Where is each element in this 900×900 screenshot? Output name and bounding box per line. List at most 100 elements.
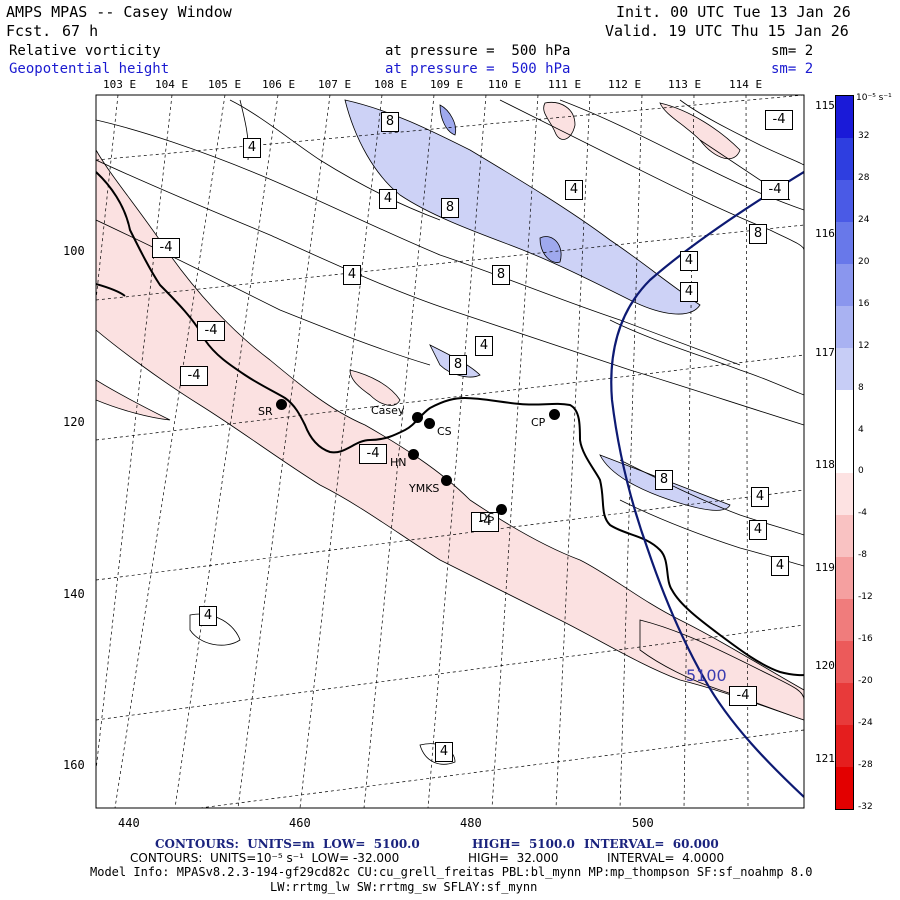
colorbar-label: 32 (858, 130, 870, 141)
colorbar-segment (836, 263, 853, 306)
station-label-casey: Casey (371, 404, 405, 417)
contour-label: 4 (680, 282, 698, 302)
lon-label: 103 E (103, 78, 137, 91)
colorbar-segment (836, 557, 853, 600)
colorbar-label: -20 (858, 676, 873, 687)
plot-title: AMPS MPAS -- Casey Window (6, 3, 232, 21)
forecast-label: Fcst. (6, 22, 52, 40)
colorbar-label: 20 (858, 256, 870, 267)
station-label-hn: HN (390, 456, 407, 469)
contour-label: 4 (475, 336, 493, 356)
x-tick: 480 (460, 816, 482, 830)
latitude-lines (96, 95, 804, 808)
colorbar-label: 12 (858, 340, 870, 351)
colorbar-label: 28 (858, 172, 870, 183)
contour-label: -4 (765, 110, 793, 130)
coastline (96, 171, 804, 677)
contour-label: 4 (199, 606, 217, 626)
colorbar-label: 8 (858, 382, 864, 393)
y-tick: 160 (63, 758, 85, 772)
colorbar-segment (836, 347, 853, 390)
height-contour-high: HIGH= 5100.0 (472, 837, 575, 851)
station-label-ds: DS (479, 511, 495, 524)
contour-label: 4 (751, 487, 769, 507)
colorbar-segment (836, 389, 853, 432)
contour-label: 4 (379, 189, 397, 209)
station-label-ymks: YMKS (409, 482, 440, 495)
height-contour-label: 5100 (686, 666, 727, 685)
colorbar-segment (836, 221, 853, 264)
lon-label: 107 E (318, 78, 352, 91)
contour-label: 4 (680, 251, 698, 271)
x-tick: 500 (632, 816, 654, 830)
lon-label: 106 E (262, 78, 296, 91)
colorbar-label: -24 (858, 718, 873, 729)
colorbar-label: -32 (858, 802, 873, 812)
negative-vorticity-shading (96, 101, 804, 721)
contour-label: 4 (565, 180, 583, 200)
contour-label: -4 (471, 512, 499, 532)
colorbar-segment (836, 767, 853, 809)
colorbar-segment (836, 96, 853, 138)
model-info-physics: LW:rrtmg_lw SW:rrtmg_sw SFLAY:sf_mynn (270, 880, 538, 894)
contour-label: 8 (441, 198, 459, 218)
colorbar-label: -16 (858, 634, 873, 645)
lon-label: 104 E (155, 78, 189, 91)
contour-label: -4 (359, 444, 387, 464)
forecast-hour: 67 h (62, 22, 99, 40)
lon-label: 109 E (430, 78, 464, 91)
lon-label: 105 E (208, 78, 242, 91)
colorbar-segment (836, 599, 853, 642)
contour-label: -4 (152, 238, 180, 258)
model-info: Model Info: MPASv8.2.3-194-gf29cd82c CU:… (90, 865, 813, 879)
colorbar-label: -12 (858, 592, 873, 603)
colorbar-segment (836, 515, 853, 558)
colorbar-unit: 10⁻⁵ s⁻¹ (856, 93, 892, 103)
colorbar-label: 24 (858, 214, 870, 225)
lon-label: 112 E (608, 78, 642, 91)
colorbar-segment (836, 179, 853, 222)
contour-label: 4 (749, 520, 767, 540)
contour-label: 4 (343, 265, 361, 285)
field1-level: at pressure = 500 hPa (385, 43, 571, 59)
station-dot-cs[interactable] (424, 418, 435, 429)
vorticity-contours (96, 99, 804, 765)
field2-smoothing: sm= 2 (771, 61, 814, 77)
longitude-lines (96, 95, 749, 808)
field2-name: Geopotential height (9, 61, 170, 77)
map-plot-area (96, 95, 804, 808)
map-frame (95, 94, 805, 809)
contour-label: 4 (435, 742, 453, 762)
station-dot-sr[interactable] (276, 399, 287, 410)
colorbar-segment (836, 431, 853, 474)
colorbar-segment (836, 641, 853, 684)
field1-name: Relative vorticity (9, 43, 161, 59)
field1-smoothing: sm= 2 (771, 43, 814, 59)
colorbar-label: -8 (858, 550, 867, 561)
colorbar-segment (836, 473, 853, 516)
valid-time: Valid. 19 UTC Thu 15 Jan 26 (605, 22, 849, 40)
contour-label: -4 (180, 366, 208, 386)
height-contour-5100 (610, 171, 804, 798)
field2-level: at pressure = 500 hPa (385, 61, 571, 77)
y-tick: 120 (63, 415, 85, 429)
lon-label: 114 E (729, 78, 763, 91)
colorbar-segment (836, 137, 853, 180)
contour-label: 8 (381, 112, 399, 132)
height-contour-interval: INTERVAL= 60.000 (584, 837, 719, 851)
station-dot-casey[interactable] (412, 412, 423, 423)
contour-label: -4 (197, 321, 225, 341)
colorbar (835, 95, 854, 810)
colorbar-segment (836, 305, 853, 348)
vorticity-contour-interval: INTERVAL= 4.0000 (607, 851, 725, 865)
init-time: Init. 00 UTC Tue 13 Jan 26 (616, 3, 851, 21)
x-tick: 440 (118, 816, 140, 830)
contour-label: 4 (243, 138, 261, 158)
station-dot-cp[interactable] (549, 409, 560, 420)
colorbar-segment (836, 725, 853, 767)
station-dot-ymks[interactable] (441, 475, 452, 486)
lon-label: 111 E (548, 78, 582, 91)
station-dot-hn[interactable] (408, 449, 419, 460)
height-contour-info: CONTOURS: UNITS=m LOW= 5100.0 (155, 837, 420, 851)
station-dot-ds[interactable] (496, 504, 507, 515)
